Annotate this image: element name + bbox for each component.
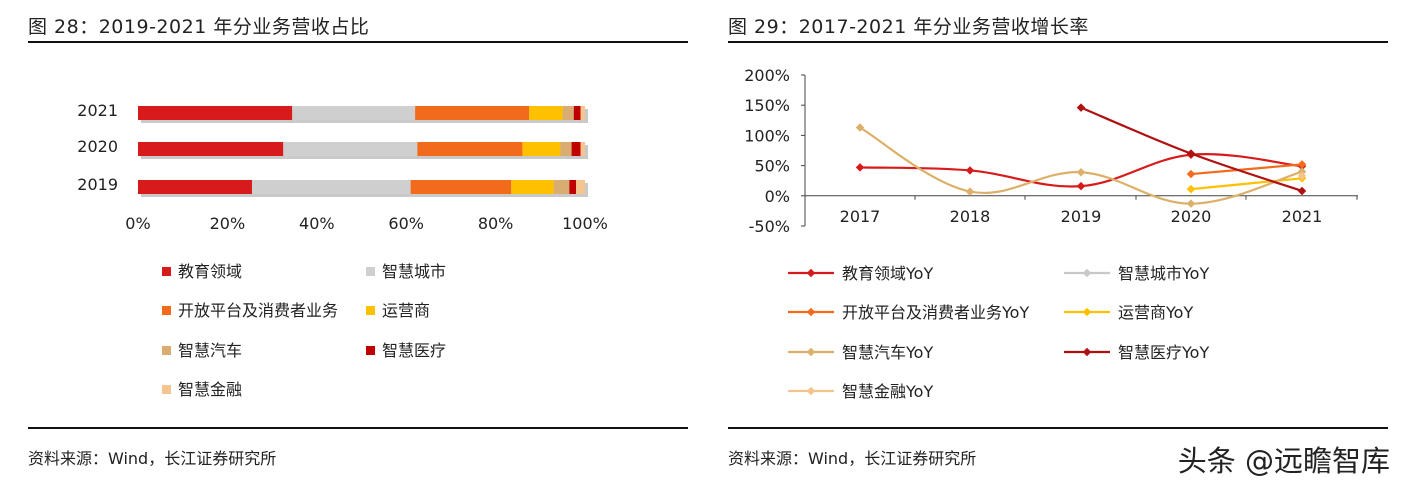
bar-segment xyxy=(522,142,561,156)
legend-swatch xyxy=(162,385,171,394)
legend-label: 智慧汽车YoY xyxy=(842,343,933,362)
x-tick-label: 2018 xyxy=(950,207,991,226)
legend-swatch xyxy=(162,306,171,315)
bar-segment xyxy=(410,180,512,194)
legend-label: 智慧城市 xyxy=(382,262,446,281)
legend-label: 运营商 xyxy=(382,301,430,320)
bar-segment xyxy=(562,106,574,120)
x-tick-label: 2020 xyxy=(1171,207,1212,226)
legend-swatch xyxy=(162,267,171,276)
y-tick-label: 200% xyxy=(744,66,790,85)
x-tick-label: 80% xyxy=(478,214,514,233)
footer-rule xyxy=(728,427,1388,429)
legend-marker xyxy=(806,386,816,396)
x-tick-label: 100% xyxy=(562,214,608,233)
source-note: 资料来源：Wind，长江证券研究所 xyxy=(728,449,977,468)
legend-marker xyxy=(1082,307,1092,317)
legend-swatch xyxy=(162,346,171,355)
series-point xyxy=(965,187,975,196)
bar-segment xyxy=(511,180,554,194)
series-point xyxy=(1076,168,1086,177)
legend-marker xyxy=(1082,268,1092,278)
legend-marker xyxy=(806,307,816,317)
title-rule xyxy=(728,41,1388,43)
legend-label: 智慧医疗YoY xyxy=(1118,343,1209,362)
bar-segment xyxy=(417,142,523,156)
legend-label: 教育领域 xyxy=(178,262,242,281)
bar-segment xyxy=(138,142,284,156)
bar-segment xyxy=(569,180,577,194)
bar-segment-shadow xyxy=(583,145,588,159)
x-tick-label: 20% xyxy=(210,214,246,233)
legend-marker xyxy=(1082,347,1092,357)
legend-label: 开放平台及消费者业务 xyxy=(178,301,338,320)
legend-swatch xyxy=(366,306,375,315)
legend-label: 智慧医疗 xyxy=(382,341,446,360)
x-tick-label: 2017 xyxy=(840,207,881,226)
growth-line-chart: 200% 150% 100% 50% 0% -50% 2017 2018 2019 2020 202… xyxy=(744,66,1358,401)
x-tick-label: 40% xyxy=(299,214,335,233)
stacked-bar-chart: 2021 2020 2019 0% 20% 40% 60% 80% 100% 教育领域 智慧城市开放… xyxy=(77,101,608,399)
bar-segment xyxy=(573,106,581,120)
bar-segment xyxy=(529,106,563,120)
x-tick-label: 2019 xyxy=(1061,207,1102,226)
legend-label: 开放平台及消费者业务YoY xyxy=(842,303,1029,322)
series-point xyxy=(1186,149,1196,158)
legend-swatch xyxy=(366,267,375,276)
bar-category-label: 2020 xyxy=(77,137,118,156)
stacked-bar-panel: 图 28：2019-2021 年分业务营收占比 2021 2020 2019 0% 20… xyxy=(0,0,700,492)
y-tick-label: 0% xyxy=(765,187,790,206)
series-point xyxy=(1076,181,1086,191)
bar-segment xyxy=(292,106,416,120)
line-chart-panel: 图 29：2017-2021 年分业务营收增长率 200% 150% 100% 50%… xyxy=(712,0,1412,492)
series-point xyxy=(965,166,975,175)
bar-category-label: 2019 xyxy=(77,175,118,194)
series-line xyxy=(1190,163,1303,176)
x-tick-label: 60% xyxy=(388,214,424,233)
series-line xyxy=(859,126,1303,205)
bar-segment xyxy=(576,180,585,194)
bar-segment xyxy=(580,142,585,156)
bar-segment xyxy=(138,106,293,120)
legend-label: 智慧城市YoY xyxy=(1118,264,1209,283)
legend-label: 智慧金融YoY xyxy=(842,382,933,401)
y-tick-label: 100% xyxy=(744,126,790,145)
bar-category-label: 2021 xyxy=(77,101,118,120)
bar-segment xyxy=(415,106,530,120)
title-rule xyxy=(28,41,688,43)
legend-swatch xyxy=(366,346,375,355)
y-tick-label: 150% xyxy=(744,96,790,115)
bar-segment xyxy=(138,180,252,194)
source-note: 资料来源：Wind，长江证券研究所 xyxy=(28,449,277,468)
bar-segment xyxy=(571,142,581,156)
bar-segment-shadow xyxy=(583,109,588,123)
legend-marker xyxy=(806,268,816,278)
legend-label: 教育领域YoY xyxy=(842,264,933,283)
series-point xyxy=(1186,169,1196,179)
footer-rule xyxy=(28,427,688,429)
series-point xyxy=(855,163,865,172)
legend-label: 运营商YoY xyxy=(1118,303,1193,322)
legend-label: 智慧汽车 xyxy=(178,341,242,360)
y-tick-label: 50% xyxy=(754,157,790,176)
bar-segment xyxy=(580,106,585,120)
bar-segment xyxy=(560,142,572,156)
figure-29-title: 图 29：2017-2021 年分业务营收增长率 xyxy=(728,16,1089,38)
watermark: 头条 @远瞻智库 xyxy=(1177,444,1390,478)
series-point xyxy=(1297,186,1307,196)
legend-marker xyxy=(806,347,816,357)
bar-segment xyxy=(251,180,411,194)
x-tick-label: 2021 xyxy=(1282,207,1323,226)
x-tick-label: 0% xyxy=(125,214,150,233)
series-point xyxy=(1186,184,1196,194)
series-point xyxy=(1076,103,1086,112)
legend-label: 智慧金融 xyxy=(178,380,242,399)
bar-segment xyxy=(283,142,418,156)
figure-28-title: 图 28：2019-2021 年分业务营收占比 xyxy=(28,16,370,38)
y-tick-label: -50% xyxy=(749,217,790,236)
bar-segment xyxy=(553,180,570,194)
series-line xyxy=(1190,177,1303,191)
